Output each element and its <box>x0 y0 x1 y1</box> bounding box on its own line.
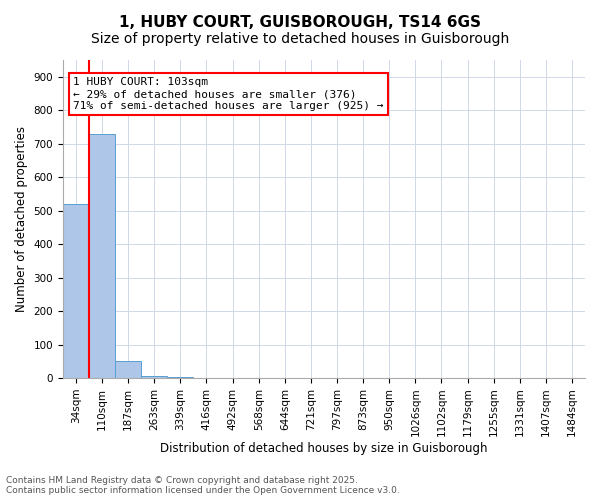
Bar <box>89 134 115 378</box>
Bar <box>115 361 141 378</box>
X-axis label: Distribution of detached houses by size in Guisborough: Distribution of detached houses by size … <box>160 442 488 455</box>
Text: Size of property relative to detached houses in Guisborough: Size of property relative to detached ho… <box>91 32 509 46</box>
Y-axis label: Number of detached properties: Number of detached properties <box>15 126 28 312</box>
Bar <box>63 204 89 378</box>
Text: 1 HUBY COURT: 103sqm
← 29% of detached houses are smaller (376)
71% of semi-deta: 1 HUBY COURT: 103sqm ← 29% of detached h… <box>73 78 384 110</box>
Bar <box>141 376 167 378</box>
Text: Contains HM Land Registry data © Crown copyright and database right 2025.
Contai: Contains HM Land Registry data © Crown c… <box>6 476 400 495</box>
Text: 1, HUBY COURT, GUISBOROUGH, TS14 6GS: 1, HUBY COURT, GUISBOROUGH, TS14 6GS <box>119 15 481 30</box>
